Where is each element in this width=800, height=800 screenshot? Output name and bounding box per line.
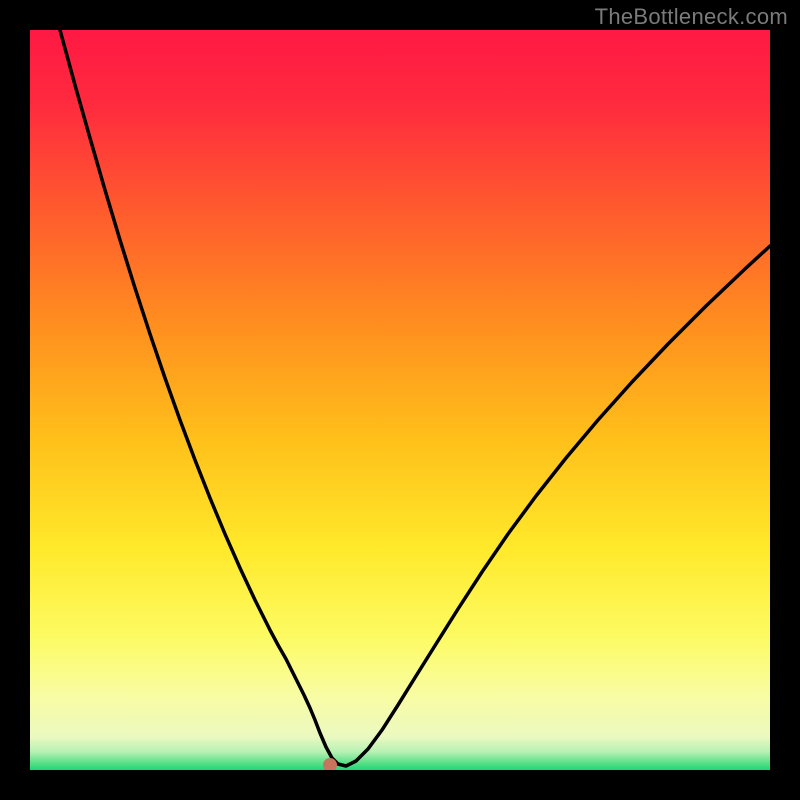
plot-svg	[30, 30, 770, 770]
gradient-background	[30, 30, 770, 770]
watermark-text: TheBottleneck.com	[595, 4, 788, 30]
plot-area	[30, 30, 770, 770]
